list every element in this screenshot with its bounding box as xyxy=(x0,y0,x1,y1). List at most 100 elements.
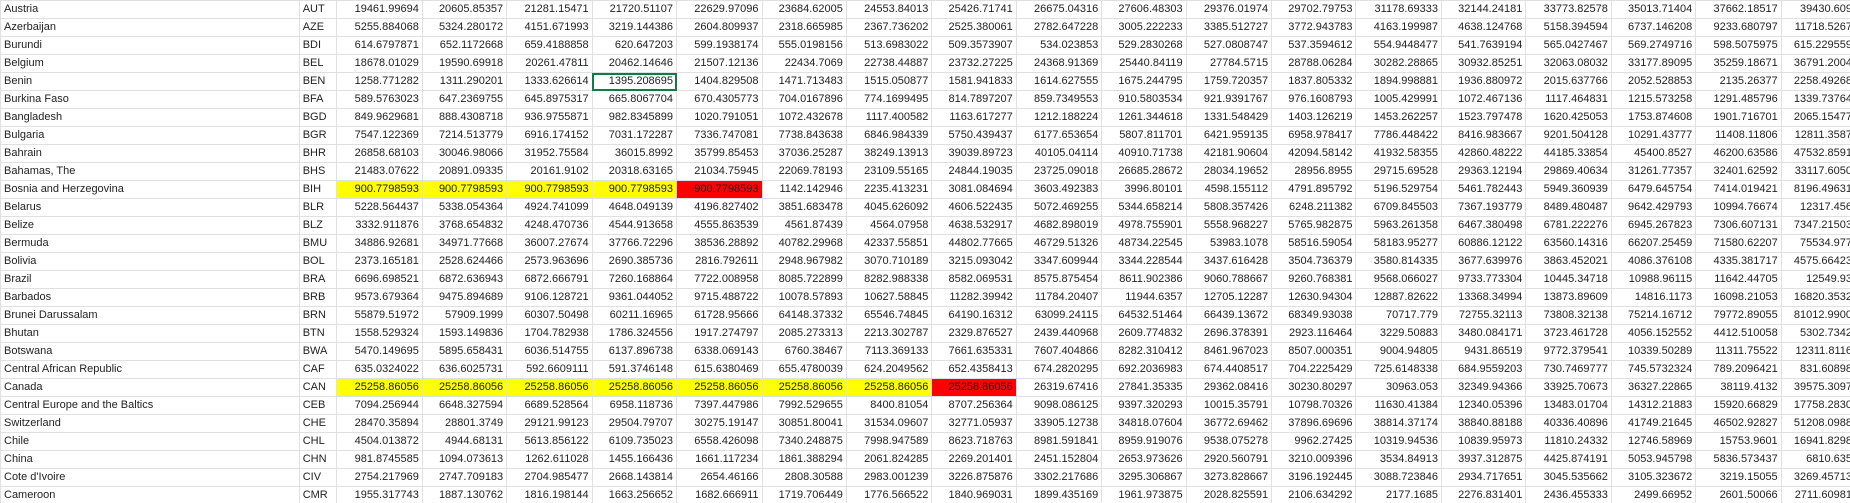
value-cell[interactable]: 4196.827402 xyxy=(676,198,763,217)
value-cell[interactable]: 11311.75522 xyxy=(1695,342,1782,361)
value-cell[interactable]: 44802.77665 xyxy=(931,234,1017,253)
value-cell[interactable]: 692.2036983 xyxy=(1101,360,1187,379)
value-cell[interactable]: 527.0808747 xyxy=(1185,36,1273,55)
value-cell[interactable]: 10798.70326 xyxy=(1271,396,1357,415)
value-cell[interactable]: 1837.805332 xyxy=(1271,72,1357,91)
value-cell[interactable]: 1663.256652 xyxy=(591,486,678,503)
value-cell[interactable]: 1262.611028 xyxy=(506,450,593,469)
value-cell[interactable]: 36327.22865 xyxy=(1610,378,1697,397)
value-cell[interactable]: 21034.75945 xyxy=(676,162,763,181)
value-cell[interactable]: 75214.16712 xyxy=(1610,306,1697,325)
value-cell[interactable]: 70717.779 xyxy=(1355,306,1442,325)
value-cell[interactable]: 745.5732324 xyxy=(1610,360,1697,379)
value-cell[interactable]: 1614.627555 xyxy=(1015,72,1103,91)
value-cell[interactable]: 1311.290201 xyxy=(421,72,508,91)
value-cell[interactable]: 1261.344618 xyxy=(1101,108,1187,127)
value-cell[interactable]: 3851.683478 xyxy=(761,198,847,217)
value-cell[interactable]: 36015.8992 xyxy=(591,144,678,163)
value-cell[interactable]: 2269.201401 xyxy=(931,450,1017,469)
value-cell[interactable]: 11944.6357 xyxy=(1101,288,1187,307)
value-cell[interactable]: 17758.2830 xyxy=(1780,396,1850,415)
country-name-cell[interactable]: Switzerland xyxy=(0,414,300,433)
value-cell[interactable]: 30275.19147 xyxy=(676,414,763,433)
value-cell[interactable]: 529.2830268 xyxy=(1101,36,1187,55)
value-cell[interactable]: 1258.771282 xyxy=(336,72,423,91)
value-cell[interactable]: 1333.626614 xyxy=(506,72,593,91)
value-cell[interactable]: 2373.165181 xyxy=(336,252,423,271)
country-name-cell[interactable]: Azerbaijan xyxy=(0,18,300,37)
value-cell[interactable]: 554.9448477 xyxy=(1355,36,1442,55)
value-cell[interactable]: 645.8975317 xyxy=(506,90,593,109)
value-cell[interactable]: 11718.5267 xyxy=(1780,18,1850,37)
value-cell[interactable]: 674.4408517 xyxy=(1185,360,1273,379)
value-cell[interactable]: 8507.000351 xyxy=(1271,342,1357,361)
value-cell[interactable]: 859.7349553 xyxy=(1015,90,1103,109)
value-cell[interactable]: 565.0427467 xyxy=(1525,36,1612,55)
value-cell[interactable]: 3768.654832 xyxy=(421,216,508,235)
value-cell[interactable]: 35259.18671 xyxy=(1695,54,1782,73)
value-cell[interactable]: 6248.211382 xyxy=(1271,198,1357,217)
value-cell[interactable]: 4504.013872 xyxy=(336,432,423,451)
value-cell[interactable]: 6177.653654 xyxy=(1015,126,1103,145)
value-cell[interactable]: 25258.86056 xyxy=(845,378,933,397)
value-cell[interactable]: 509.3573907 xyxy=(931,36,1017,55)
value-cell[interactable]: 30282.28865 xyxy=(1355,54,1442,73)
value-cell[interactable]: 3215.093042 xyxy=(931,252,1017,271)
value-cell[interactable]: 2654.46166 xyxy=(676,468,763,487)
value-cell[interactable]: 9233.680797 xyxy=(1695,18,1782,37)
value-cell[interactable]: 1212.188224 xyxy=(1015,108,1103,127)
value-cell[interactable]: 1471.713483 xyxy=(761,72,847,91)
value-cell[interactable]: 831.60898 xyxy=(1780,360,1850,379)
value-cell[interactable]: 22738.44887 xyxy=(845,54,933,73)
country-name-cell[interactable]: Cote d'Ivoire xyxy=(0,468,300,487)
value-cell[interactable]: 8575.875454 xyxy=(1015,270,1103,289)
value-cell[interactable]: 1593.149836 xyxy=(421,324,508,343)
value-cell[interactable]: 25258.86056 xyxy=(931,378,1017,397)
value-cell[interactable]: 3937.312875 xyxy=(1440,450,1527,469)
value-cell[interactable]: 1776.566522 xyxy=(845,486,933,503)
value-cell[interactable]: 3045.535662 xyxy=(1525,468,1612,487)
value-cell[interactable]: 10445.34718 xyxy=(1525,270,1612,289)
value-cell[interactable]: 32144.24181 xyxy=(1440,0,1527,19)
value-cell[interactable]: 36791.2004 xyxy=(1780,54,1850,73)
value-cell[interactable]: 19461.99694 xyxy=(336,0,423,19)
value-cell[interactable]: 21281.15471 xyxy=(506,0,593,19)
value-cell[interactable]: 647.2369755 xyxy=(421,90,508,109)
value-cell[interactable]: 29702.79753 xyxy=(1271,0,1357,19)
country-code-cell[interactable]: CIV xyxy=(298,468,338,487)
value-cell[interactable]: 4575.66423 xyxy=(1780,252,1850,271)
value-cell[interactable]: 40336.40896 xyxy=(1525,414,1612,433)
value-cell[interactable]: 615.229559 xyxy=(1780,36,1850,55)
value-cell[interactable]: 12340.05396 xyxy=(1440,396,1527,415)
value-cell[interactable]: 37036.25287 xyxy=(761,144,847,163)
value-cell[interactable]: 3332.911876 xyxy=(336,216,423,235)
value-cell[interactable]: 29504.79707 xyxy=(591,414,678,433)
value-cell[interactable]: 13368.34994 xyxy=(1440,288,1527,307)
value-cell[interactable]: 910.5803534 xyxy=(1101,90,1187,109)
value-cell[interactable]: 2367.736202 xyxy=(845,18,933,37)
value-cell[interactable]: 4151.671993 xyxy=(506,18,593,37)
value-cell[interactable]: 22434.7069 xyxy=(761,54,847,73)
value-cell[interactable]: 7260.168864 xyxy=(591,270,678,289)
value-cell[interactable]: 2436.455333 xyxy=(1525,486,1612,503)
value-cell[interactable]: 37896.69696 xyxy=(1271,414,1357,433)
value-cell[interactable]: 20605.85357 xyxy=(421,0,508,19)
value-cell[interactable]: 4638.124768 xyxy=(1440,18,1527,37)
value-cell[interactable]: 2573.963696 xyxy=(506,252,593,271)
value-cell[interactable]: 1404.829508 xyxy=(676,72,763,91)
value-cell[interactable]: 591.3746148 xyxy=(591,360,678,379)
value-cell[interactable]: 3269.45713 xyxy=(1780,468,1850,487)
value-cell[interactable]: 9397.320293 xyxy=(1101,396,1187,415)
value-cell[interactable]: 2934.717651 xyxy=(1440,468,1527,487)
value-cell[interactable]: 4638.532917 xyxy=(931,216,1017,235)
value-cell[interactable]: 21483.07622 xyxy=(336,162,423,181)
value-cell[interactable]: 3347.609944 xyxy=(1015,252,1103,271)
value-cell[interactable]: 3580.814335 xyxy=(1355,252,1442,271)
value-cell[interactable]: 592.6609111 xyxy=(506,360,593,379)
value-cell[interactable]: 46502.92827 xyxy=(1695,414,1782,433)
country-code-cell[interactable]: BOL xyxy=(298,252,338,271)
value-cell[interactable]: 3196.192445 xyxy=(1271,468,1357,487)
value-cell[interactable]: 1117.400582 xyxy=(845,108,933,127)
value-cell[interactable]: 3603.492383 xyxy=(1015,180,1103,199)
value-cell[interactable]: 8282.310412 xyxy=(1101,342,1187,361)
